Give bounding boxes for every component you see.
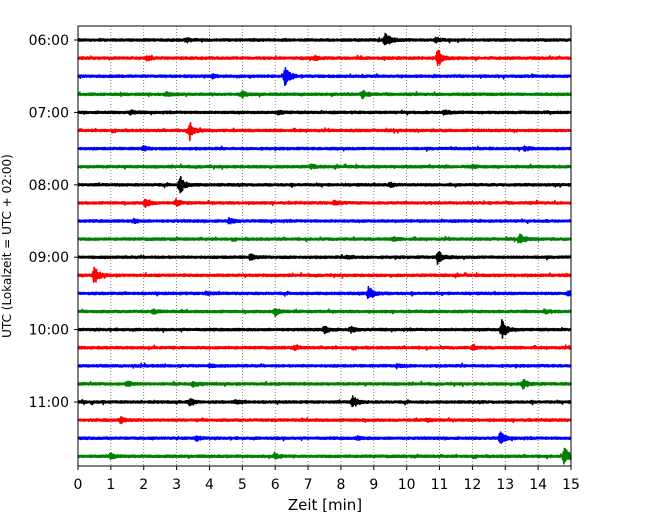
trace-1015 (77, 343, 572, 351)
x-axis-ticks: 0 1 2 3 4 5 6 7 8 9 10 11 12 13 14 15 (74, 466, 580, 493)
trace-0815 (77, 198, 572, 209)
trace-0600 (77, 32, 572, 46)
trace-1130 (77, 431, 572, 444)
trace-0900 (77, 251, 572, 265)
trace-0615 (77, 49, 572, 67)
y-tick-label: 07:00 (29, 105, 69, 121)
x-tick-label: 15 (562, 477, 580, 493)
vertical-gridlines (110, 26, 539, 466)
trace-1145 (77, 447, 572, 465)
trace-0645 (77, 89, 572, 100)
trace-0700 (77, 109, 572, 116)
x-tick-label: 7 (304, 477, 313, 493)
x-tick-label: 8 (336, 477, 345, 493)
x-tick-label: 5 (238, 477, 247, 493)
x-tick-label: 14 (529, 477, 547, 493)
trace-0715 (77, 121, 572, 142)
trace-0730 (77, 145, 572, 152)
x-tick-label: 11 (431, 477, 449, 493)
x-tick-label: 10 (398, 477, 416, 493)
y-axis-label: UTC (Lokalzeit = UTC + 02:00) (0, 154, 14, 338)
plot-frame (77, 25, 572, 467)
trace-0945 (77, 308, 572, 318)
x-tick-label: 1 (106, 477, 115, 493)
x-tick-label: 0 (74, 477, 83, 493)
y-axis-ticks: 06:00 07:00 08:00 09:00 10:00 11:00 (29, 33, 78, 411)
x-tick-label: 2 (139, 477, 148, 493)
x-tick-label: 12 (463, 477, 481, 493)
trace-0845 (77, 233, 572, 244)
x-axis-label: Zeit [min] (288, 496, 362, 514)
x-tick-label: 3 (172, 477, 181, 493)
trace-1100 (77, 394, 572, 408)
x-tick-label: 13 (496, 477, 514, 493)
trace-0800 (77, 175, 572, 194)
trace-0745 (77, 163, 572, 171)
trace-0630 (77, 66, 572, 87)
trace-1000 (77, 319, 572, 339)
y-tick-label: 09:00 (29, 250, 69, 266)
seismogram-traces (77, 32, 572, 465)
trace-0915 (77, 266, 572, 284)
y-tick-label: 11:00 (29, 395, 69, 411)
trace-1045 (77, 378, 572, 390)
y-tick-label: 08:00 (29, 178, 69, 194)
trace-0930 (77, 285, 572, 300)
x-tick-label: 6 (271, 477, 280, 493)
trace-1030 (77, 362, 572, 370)
y-tick-label: 10:00 (29, 323, 69, 339)
y-tick-label: 06:00 (29, 33, 69, 49)
trace-1115 (77, 416, 572, 425)
trace-0830 (77, 216, 572, 225)
x-tick-label: 9 (369, 477, 378, 493)
x-tick-label: 4 (205, 477, 214, 493)
